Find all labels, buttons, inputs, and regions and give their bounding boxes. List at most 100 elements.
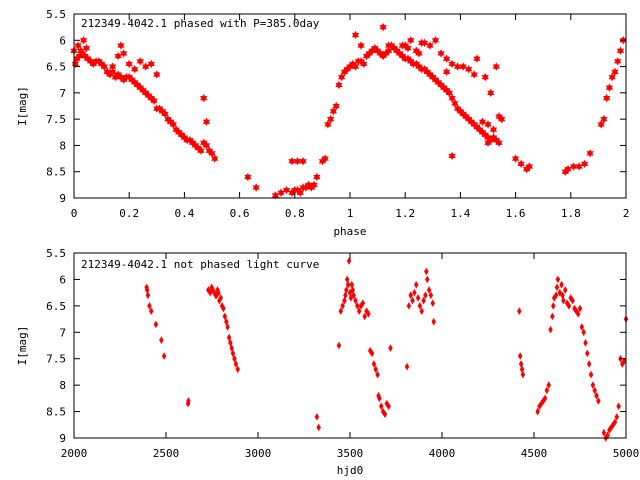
data-point [492,62,500,71]
data-point [186,397,191,405]
data-point [602,93,611,103]
data-point [252,183,260,192]
data-point [473,54,481,63]
data-point [546,381,551,389]
data-point [605,431,610,440]
data-point [313,172,321,182]
x-tick-label: 2 [623,207,630,220]
y-tick-label: 5.5 [46,247,66,260]
data-point [149,307,154,315]
x-tick-label: 1.2 [395,207,415,220]
data-point [379,22,387,32]
data-point [489,125,498,134]
data-point [605,83,614,92]
data-point [235,365,241,374]
data-point [612,418,618,426]
data-point [200,93,208,103]
data-point [580,159,589,169]
data-point [356,307,362,315]
x-tick-label: 0 [71,207,78,220]
data-point [373,365,379,374]
data-point [431,317,436,326]
data-point [226,333,232,342]
data-point [321,154,329,163]
data-point [353,296,358,305]
data-point [412,288,417,297]
y-tick-label: 8.5 [46,166,66,179]
data-point [421,296,426,305]
y-tick-label: 9 [59,192,66,205]
data-point [594,391,599,400]
data-point [371,360,377,368]
data-point [417,302,423,310]
data-point [426,286,432,294]
x-tick-label: 4500 [521,447,548,460]
x-tick-label: 3000 [245,447,272,460]
chart-panel-2: 2000 2500 3000 3500 4000 4500 5000 5.5 6 6.5 7 7.5 8… [16,247,639,477]
data-point [229,344,234,352]
data-point [577,304,583,313]
y-axis-label: I[mag] [16,326,29,366]
x-tick-label: 0.6 [230,207,250,220]
data-point [553,291,559,300]
x-tick-label: 1.8 [561,207,581,220]
data-point [340,302,345,310]
data-point [566,302,572,310]
data-point [335,80,343,90]
x-tick-label: 1.6 [506,207,526,220]
data-point [299,156,307,166]
data-point [583,339,588,347]
data-points [70,22,627,200]
x-axis-label: hjd0 [337,464,364,477]
data-point [233,360,239,368]
y-tick-label: 6.5 [46,61,66,74]
data-point [401,41,409,50]
y-tick-label: 7 [59,326,66,339]
data-point [125,59,133,69]
y-tick-label: 8.5 [46,406,66,419]
data-point [551,302,556,310]
data-point [404,362,410,371]
data-point [216,288,221,297]
data-point [590,381,596,389]
data-point [559,280,564,289]
data-point [332,101,340,111]
data-point [131,64,139,74]
data-point [442,54,451,63]
data-point [413,280,419,289]
data-point [487,88,495,98]
y-tick-label: 6 [59,273,66,286]
data-point [601,428,607,437]
data-point [616,402,621,411]
data-point [222,312,228,321]
data-point [218,294,224,302]
data-point [338,307,344,315]
data-point [211,154,219,163]
data-point [108,62,117,71]
data-point [153,320,159,329]
data-point [202,117,211,127]
data-point [563,286,568,294]
data-point [517,307,522,315]
y-tick-label: 7.5 [46,353,66,366]
data-point [384,41,393,50]
data-point [282,185,291,195]
data-point [244,172,252,182]
y-tick-label: 5.5 [46,8,66,21]
data-point [230,349,236,358]
data-point [119,49,128,58]
data-point [431,36,440,45]
data-point [366,310,371,318]
data-point [382,410,388,418]
data-point [79,36,88,45]
data-point [495,138,503,148]
data-point [442,67,451,77]
y-tick-label: 8 [59,139,66,152]
data-point [428,291,434,300]
y-tick-label: 6.5 [46,300,66,313]
data-point [557,288,563,297]
data-point [336,341,342,350]
data-point [448,151,456,161]
data-point [316,423,321,432]
